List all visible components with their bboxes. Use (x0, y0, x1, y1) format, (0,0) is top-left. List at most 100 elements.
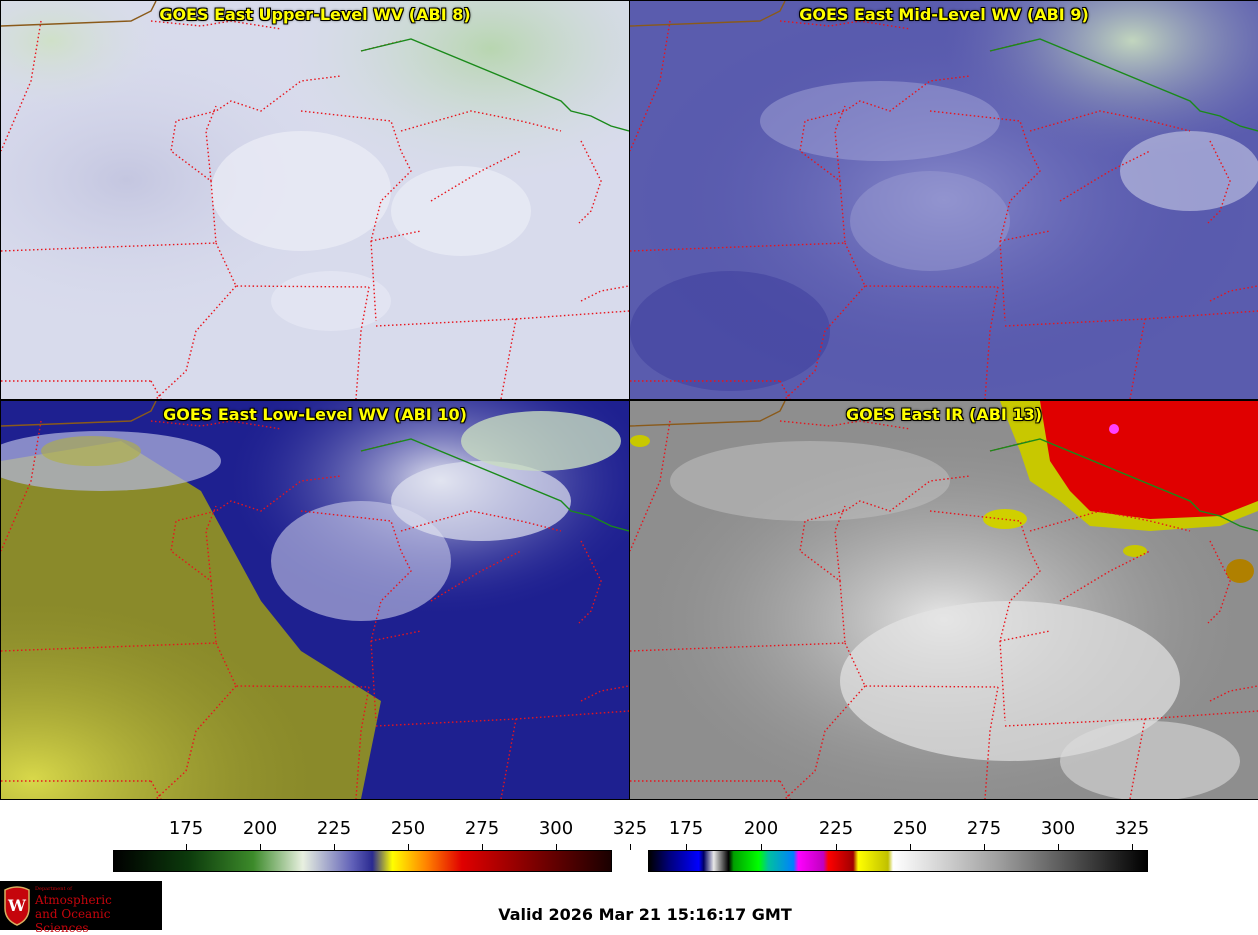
state-border (578, 140, 602, 224)
panel-title: GOES East Mid-Level WV (ABI 9) (799, 5, 1089, 24)
colorbar-tick-label: 225 (316, 818, 352, 839)
state-border (1, 20, 42, 152)
colorbar-tick-label: 200 (242, 818, 278, 839)
state-border (999, 230, 1051, 242)
ir-colorbar (648, 850, 1148, 872)
state-border (999, 630, 1051, 642)
shoreline-border (630, 1, 786, 27)
state-border (155, 285, 237, 399)
colorbar-tick-mark (1058, 844, 1059, 850)
low-level-wv-image (1, 401, 629, 799)
state-border (630, 20, 671, 152)
valid-time: Valid 2026 Mar 21 15:16:17 GMT (498, 905, 792, 924)
state-border (430, 150, 522, 202)
state-border (1209, 685, 1258, 702)
colorbar-tick-label: 300 (538, 818, 574, 839)
state-border (1059, 550, 1151, 602)
state-border (370, 230, 422, 242)
state-border (1029, 510, 1191, 532)
panel-low-level-wv: GOES East Low-Level WV (ABI 10) (0, 400, 630, 800)
shoreline-border (1, 1, 157, 27)
state-border (578, 540, 602, 624)
panel-title: GOES East IR (ABI 13) (845, 405, 1043, 424)
country-border (989, 438, 1258, 532)
colorbar-tick-label: 250 (892, 818, 928, 839)
colorbar-tick-mark (186, 844, 187, 850)
colorbar-tick-mark (1132, 844, 1133, 850)
upper-level-wv-image (1, 1, 629, 399)
state-border (984, 286, 999, 399)
state-border (215, 242, 370, 288)
state-border (784, 285, 866, 399)
state-border (355, 286, 370, 399)
country-border (989, 38, 1258, 132)
svg-text:W: W (7, 896, 27, 915)
state-border (779, 380, 791, 399)
colorbar-tick-mark (260, 844, 261, 850)
colorbar-tick-label: 250 (390, 818, 426, 839)
state-border (580, 285, 629, 302)
panel-upper-level-wv: GOES East Upper-Level WV (ABI 8) (0, 0, 630, 400)
state-border (205, 505, 217, 582)
colorbar-tick-mark (408, 844, 409, 850)
state-border (834, 505, 846, 582)
state-border (779, 420, 911, 430)
state-border (150, 780, 162, 799)
colorbar-tick-mark (630, 844, 631, 850)
panel-title: GOES East Upper-Level WV (ABI 8) (159, 5, 471, 24)
state-border (1059, 150, 1151, 202)
state-border (155, 685, 237, 799)
panel-title: GOES East Low-Level WV (ABI 10) (163, 405, 467, 424)
country-border (360, 438, 629, 532)
wv-colorbar (113, 850, 612, 872)
state-border (1144, 710, 1258, 720)
colorbar-tick-label: 275 (966, 818, 1002, 839)
state-border (844, 642, 999, 688)
state-border (1207, 540, 1231, 624)
logo-line1: Atmospheric (35, 893, 112, 907)
state-border (150, 420, 282, 430)
colorbar-tick-mark (482, 844, 483, 850)
state-border (779, 20, 911, 30)
colorbar-tick-mark (334, 844, 335, 850)
state-border (779, 780, 791, 799)
state-border (1, 420, 42, 552)
colorbar-tick-label: 225 (818, 818, 854, 839)
colorbar-tick-label: 175 (668, 818, 704, 839)
state-border (784, 685, 866, 799)
uw-crest-icon: W (4, 886, 30, 926)
state-border (984, 686, 999, 799)
state-border (400, 110, 562, 132)
state-border (370, 630, 422, 642)
colorbar-tick-mark (761, 844, 762, 850)
colorbar-tick-mark (836, 844, 837, 850)
state-border (1209, 285, 1258, 302)
mid-level-wv-image (630, 1, 1258, 399)
colorbar-tick-mark (556, 844, 557, 850)
wv-colorbar-ticks: 175 200 225 250 275 300 325 (113, 818, 647, 850)
colorbar-tick-label: 275 (464, 818, 500, 839)
state-border (580, 685, 629, 702)
shoreline-border (630, 401, 786, 427)
state-border (400, 510, 562, 532)
ir-colorbar-ticks: 175 200 225 250 275 300 325 (648, 818, 1150, 850)
state-border (515, 310, 629, 320)
state-border (355, 686, 370, 799)
colorbar-tick-mark (686, 844, 687, 850)
colorbar-tick-label: 300 (1040, 818, 1076, 839)
colorbar-tick-label: 325 (1114, 818, 1150, 839)
state-border (150, 20, 282, 30)
colorbar-tick-label: 325 (612, 818, 648, 839)
state-border (1144, 310, 1258, 320)
state-border (430, 550, 522, 602)
state-border (515, 710, 629, 720)
colorbar-tick-label: 175 (168, 818, 204, 839)
state-border (205, 105, 217, 182)
state-border (1029, 110, 1191, 132)
state-border (834, 105, 846, 182)
panel-mid-level-wv: GOES East Mid-Level WV (ABI 9) (629, 0, 1258, 400)
state-border (630, 420, 671, 552)
country-border (360, 38, 629, 132)
panel-ir: GOES East IR (ABI 13) (629, 400, 1258, 800)
ir-image (630, 401, 1258, 799)
